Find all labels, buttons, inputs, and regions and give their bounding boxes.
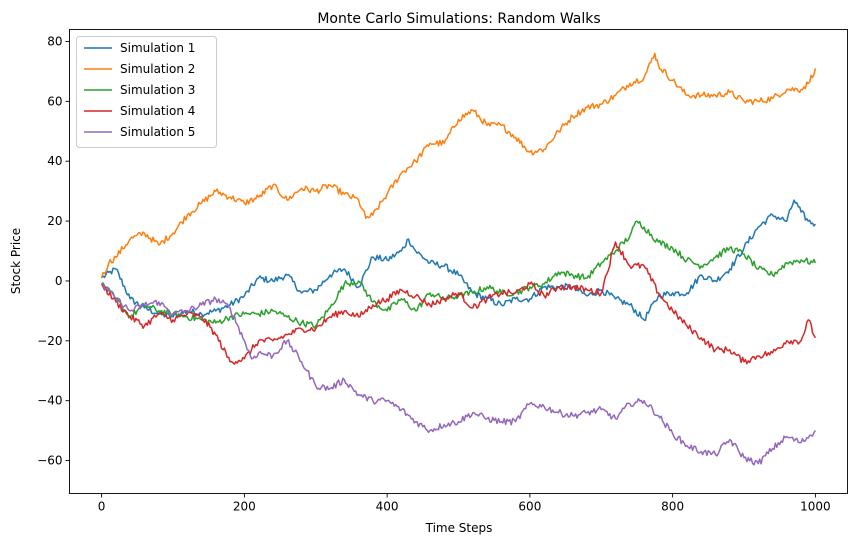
series-line-5 [101,283,817,466]
legend-box [76,36,217,148]
legend: Simulation 1 Simulation 2 Simulation 3 Simu… [76,36,217,148]
y-tick-label: 0 [55,274,63,288]
y-axis-label: Stock Price [9,228,23,294]
x-tick-label: 400 [376,500,399,514]
legend-label-4: Simulation 4 [120,104,195,118]
y-tick-label: −40 [37,394,62,408]
y-tick-label: −60 [37,454,62,468]
series-line-4 [100,241,817,365]
legend-label-5: Simulation 5 [120,125,195,139]
axis-layer: 0 200 400 600 800 1000 −60 −40 −20 0 20 40 60 80 [37,34,830,513]
legend-label-1: Simulation 1 [120,41,195,55]
y-tick-label: 80 [47,34,62,48]
legend-label-2: Simulation 2 [120,62,195,76]
x-axis-label: Time Steps [425,521,493,535]
series-layer [100,52,817,466]
series-line-2 [100,52,817,279]
x-tick-label: 1000 [800,500,831,514]
x-tick-label: 800 [661,500,684,514]
series-line-3 [101,220,817,329]
x-tick-label: 600 [518,500,541,514]
series-line-1 [100,199,816,322]
x-tick-label: 0 [98,500,106,514]
x-tick-label: 200 [233,500,256,514]
chart-title: Monte Carlo Simulations: Random Walks [317,11,600,27]
y-tick-label: −20 [37,334,62,348]
legend-label-3: Simulation 3 [120,83,195,97]
y-tick-label: 20 [47,214,62,228]
y-tick-label: 40 [47,154,62,168]
y-tick-label: 60 [47,94,62,108]
